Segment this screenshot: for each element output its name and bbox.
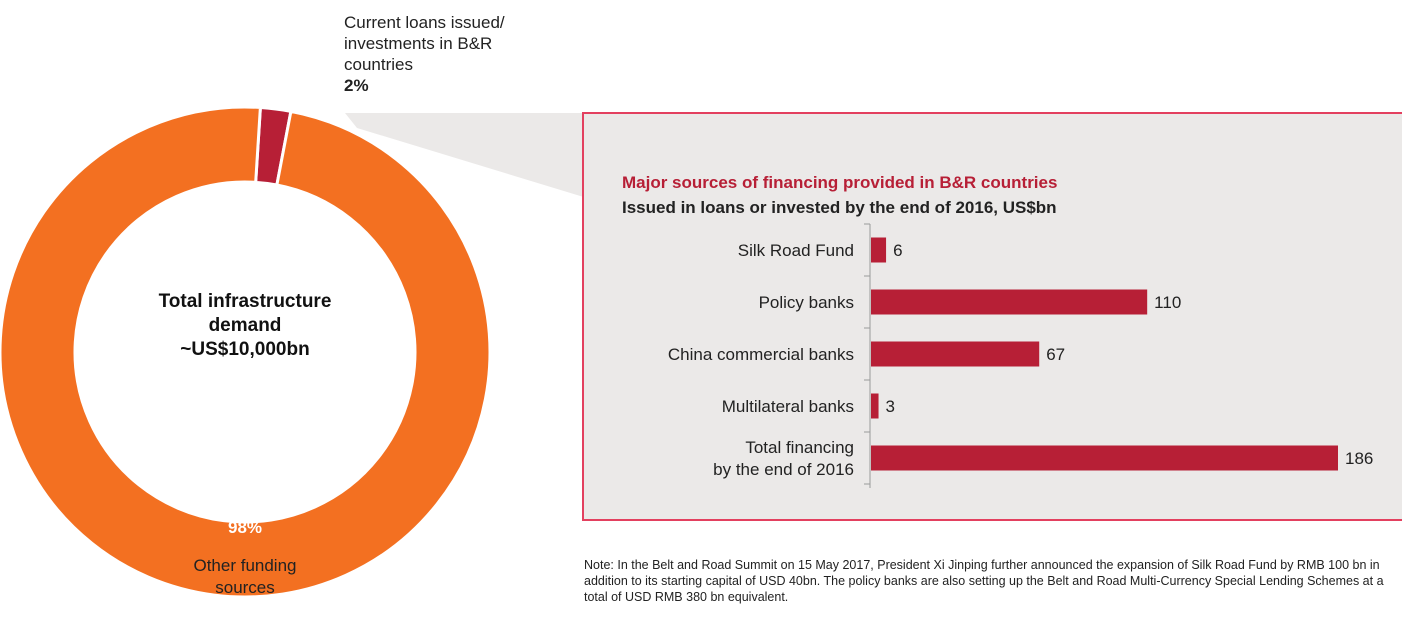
bar bbox=[871, 393, 879, 419]
bar-category-label: Policy banks bbox=[759, 293, 854, 312]
bar-category-label: Silk Road Fund bbox=[738, 241, 854, 260]
donut-center-label: Total infrastructure demand ~US$10,000bn bbox=[130, 290, 360, 362]
bar-value-label: 110 bbox=[1154, 293, 1181, 312]
donut-slice-other-funding bbox=[0, 105, 492, 599]
center-label-line: Total infrastructure bbox=[158, 291, 332, 312]
slice-label-current-loans: Current loans issued/ investments in B&R… bbox=[344, 12, 584, 96]
bar bbox=[871, 237, 887, 263]
slice-label-line: Current loans issued/ bbox=[344, 13, 505, 32]
slice-percent-98: 98% bbox=[227, 518, 263, 537]
slice-label-line: Other funding bbox=[193, 556, 297, 575]
bar-value-label: 6 bbox=[893, 241, 902, 260]
slice-percent-2: 2% bbox=[344, 76, 369, 95]
bar-value-label: 3 bbox=[886, 397, 895, 416]
bar-value-label: 67 bbox=[1046, 345, 1065, 364]
bar-category-label: Multilateral banks bbox=[722, 397, 854, 416]
slice-label-line: countries bbox=[344, 55, 413, 74]
panel-title: Major sources of financing provided in B… bbox=[622, 173, 1058, 192]
bar-category-label: by the end of 2016 bbox=[713, 460, 854, 479]
slice-label-other-funding: Other funding sources bbox=[150, 555, 340, 599]
center-label-line: ~US$10,000bn bbox=[180, 339, 310, 360]
bar-chart: 6 Silk Road Fund 110 Policy banks 67 China co… bbox=[668, 223, 1373, 488]
panel-subtitle: Issued in loans or invested by the end o… bbox=[622, 198, 1057, 217]
donut-chart bbox=[0, 105, 600, 599]
slice-label-line: sources bbox=[215, 578, 275, 597]
slice-label-line: investments in B&R bbox=[344, 34, 493, 53]
bar bbox=[871, 289, 1148, 315]
bar-category-label: Total financing bbox=[745, 438, 854, 457]
bar bbox=[871, 341, 1040, 367]
callout-wedge bbox=[345, 113, 600, 202]
center-label-line: demand bbox=[208, 315, 282, 336]
bar bbox=[871, 445, 1338, 471]
bar-category-label: China commercial banks bbox=[668, 345, 854, 364]
bar-value-label: 186 bbox=[1345, 449, 1373, 468]
footnote: Note: In the Belt and Road Summit on 15 … bbox=[584, 558, 1384, 604]
